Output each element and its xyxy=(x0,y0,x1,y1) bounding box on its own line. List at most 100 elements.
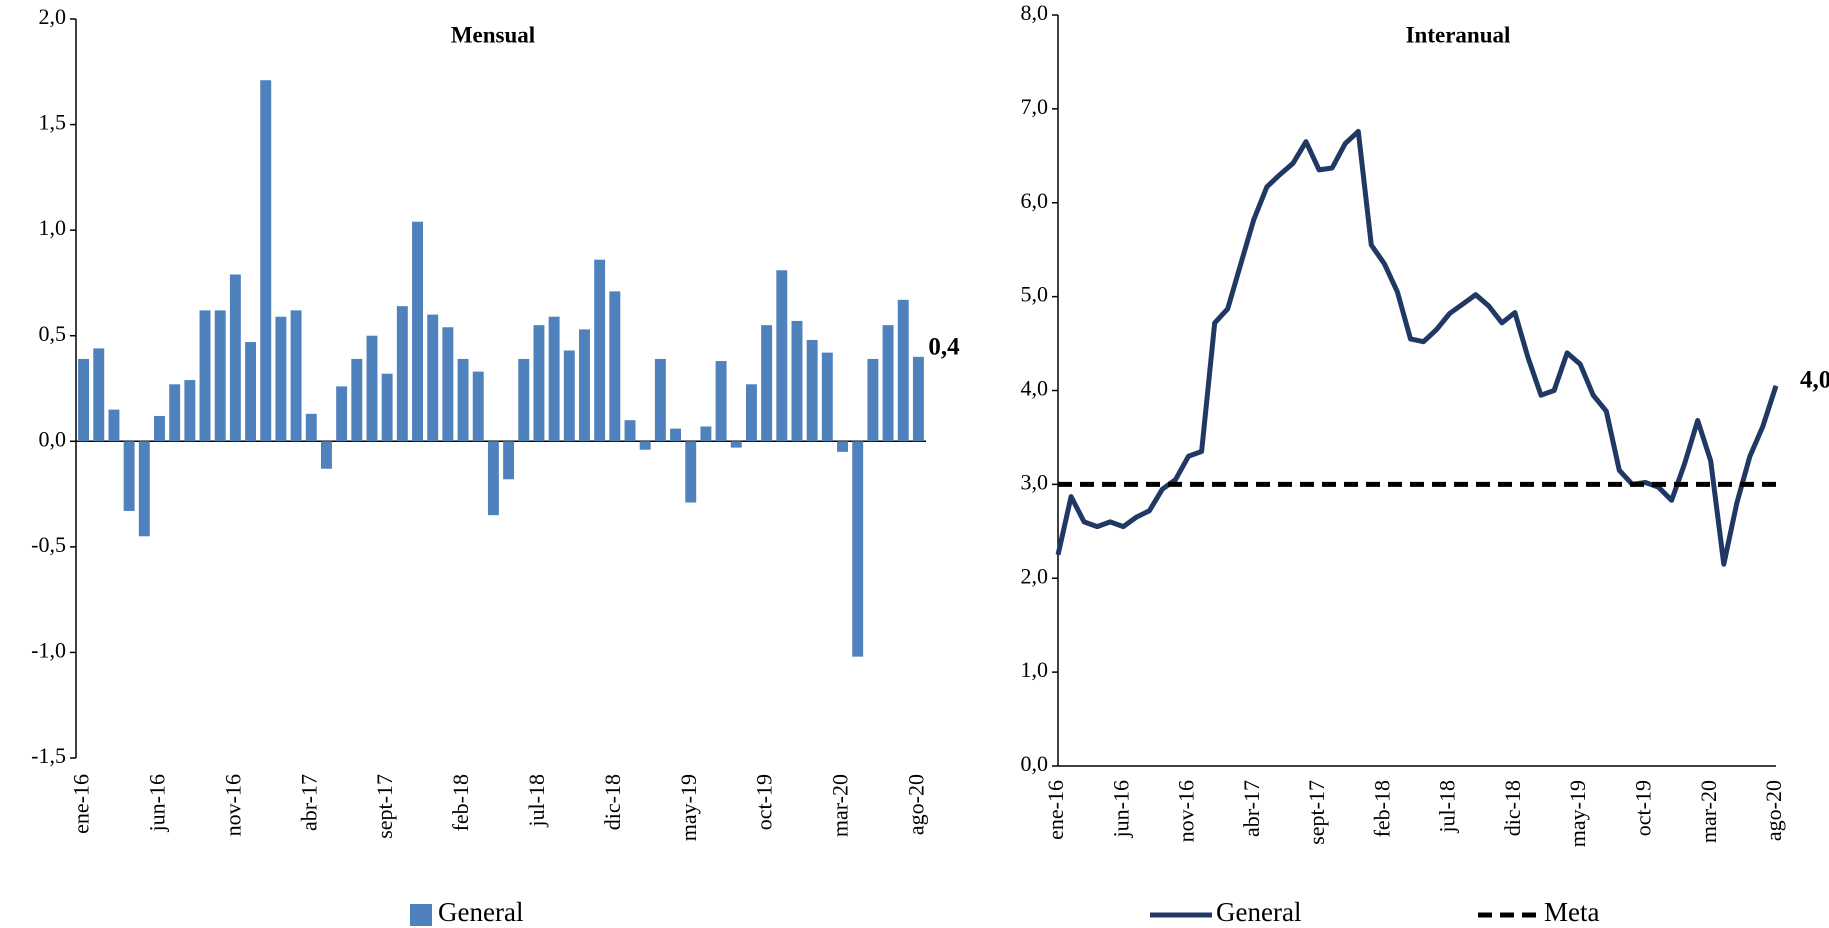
bar xyxy=(214,310,226,442)
bar xyxy=(108,409,120,442)
bar xyxy=(594,259,606,442)
bar xyxy=(548,316,560,442)
bar xyxy=(745,384,757,442)
bar xyxy=(579,329,590,442)
y-tick-label: -1,5 xyxy=(31,743,66,768)
x-tick-label: may-19 xyxy=(1565,780,1590,847)
bar xyxy=(381,373,393,442)
x-tick-label: mar-20 xyxy=(828,774,853,837)
bar xyxy=(457,358,469,442)
x-tick-label: abr-17 xyxy=(1239,780,1264,837)
y-tick-label: 0,0 xyxy=(39,426,67,451)
y-tick-label: 0,0 xyxy=(1021,751,1049,776)
bar xyxy=(776,270,788,442)
bar xyxy=(806,339,818,442)
bar xyxy=(442,327,454,442)
bar xyxy=(123,441,135,511)
bar xyxy=(639,441,651,450)
y-tick-label: 7,0 xyxy=(1021,94,1049,119)
y-tick-label: -0,5 xyxy=(31,532,66,557)
y-tick-label: 6,0 xyxy=(1021,188,1049,213)
bar xyxy=(290,310,302,442)
legend-label: General xyxy=(1216,897,1301,927)
bar xyxy=(336,386,348,442)
bar xyxy=(852,441,864,657)
bar xyxy=(275,316,287,442)
x-tick-label: nov-16 xyxy=(220,774,245,836)
x-tick-label: jun-16 xyxy=(1108,780,1133,838)
x-tick-label: jun-16 xyxy=(145,774,170,832)
bar xyxy=(472,371,484,442)
x-tick-label: dic-18 xyxy=(600,774,625,830)
bar xyxy=(821,352,833,442)
bar xyxy=(487,441,499,516)
bar xyxy=(867,358,879,442)
y-tick-label: 1,0 xyxy=(39,215,67,240)
x-tick-label: ago-20 xyxy=(903,774,928,835)
bar xyxy=(199,310,211,442)
bar xyxy=(518,358,530,442)
y-tick-label: 3,0 xyxy=(1021,469,1049,494)
y-tick-label: -1,0 xyxy=(31,637,66,662)
legend-label: Meta xyxy=(1544,897,1599,927)
bar xyxy=(654,358,666,442)
bar xyxy=(670,428,682,442)
bar xyxy=(412,221,423,442)
bar xyxy=(78,358,90,442)
bar xyxy=(897,299,909,442)
bar xyxy=(169,384,181,442)
y-tick-label: 1,0 xyxy=(1021,657,1049,682)
x-tick-label: sept-17 xyxy=(372,774,397,839)
x-tick-label: abr-17 xyxy=(296,774,321,831)
bar xyxy=(138,441,150,537)
y-tick-label: 0,5 xyxy=(39,321,67,346)
x-tick-label: jul-18 xyxy=(524,774,549,828)
y-tick-label: 1,5 xyxy=(39,110,67,135)
bar xyxy=(715,361,727,442)
x-tick-label: oct-19 xyxy=(1631,780,1656,836)
bar xyxy=(609,291,621,442)
data-label: 0,4 xyxy=(928,334,960,361)
x-tick-label: ene-16 xyxy=(1043,780,1068,840)
x-tick-label: ene-16 xyxy=(69,774,94,834)
x-tick-label: feb-18 xyxy=(1369,780,1394,837)
y-tick-label: 2,0 xyxy=(1021,563,1049,588)
y-tick-label: 5,0 xyxy=(1021,282,1049,307)
bar xyxy=(624,420,636,442)
data-label: 4,0 xyxy=(1800,367,1829,394)
bar xyxy=(396,306,408,442)
bar xyxy=(351,358,363,442)
bar xyxy=(533,325,545,442)
bar xyxy=(882,325,894,442)
bar xyxy=(93,348,105,442)
bar xyxy=(791,320,803,442)
bar xyxy=(154,415,165,442)
chart-title: Mensual xyxy=(451,22,535,47)
x-tick-label: sept-17 xyxy=(1304,780,1329,845)
bar xyxy=(245,342,257,442)
x-tick-label: dic-18 xyxy=(1500,780,1525,836)
bar xyxy=(320,441,332,469)
x-tick-label: jul-18 xyxy=(1435,780,1460,834)
y-tick-label: 2,0 xyxy=(39,4,67,29)
bar xyxy=(837,441,848,452)
x-tick-label: nov-16 xyxy=(1174,780,1199,842)
series-line xyxy=(1055,128,1779,567)
x-tick-label: may-19 xyxy=(676,774,701,841)
x-tick-label: feb-18 xyxy=(448,774,473,831)
bar xyxy=(761,325,773,442)
bar xyxy=(503,441,515,480)
legend-swatch xyxy=(410,904,432,926)
x-tick-label: oct-19 xyxy=(752,774,777,830)
bar xyxy=(685,441,697,503)
y-tick-label: 4,0 xyxy=(1021,376,1049,401)
bar xyxy=(427,314,439,442)
bar xyxy=(563,350,575,442)
bar xyxy=(912,356,924,442)
bar xyxy=(184,380,196,442)
x-tick-label: mar-20 xyxy=(1696,780,1721,843)
bar xyxy=(305,413,317,442)
bar xyxy=(366,335,378,442)
legend-label: General xyxy=(438,897,523,927)
